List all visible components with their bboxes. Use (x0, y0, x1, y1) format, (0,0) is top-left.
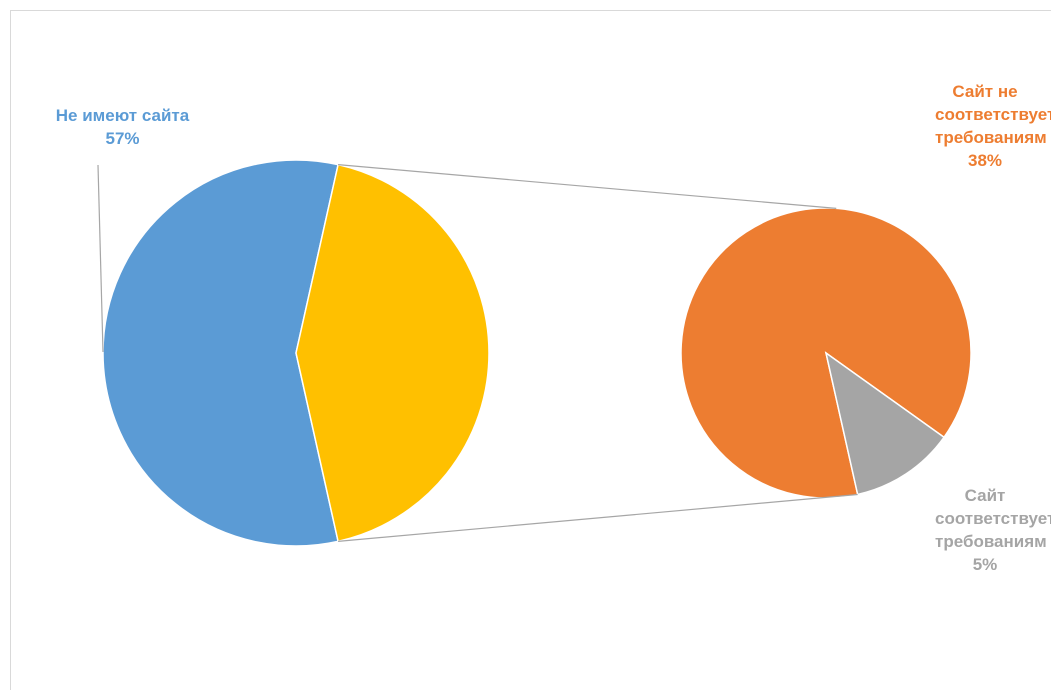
chart-frame (10, 10, 1051, 690)
label-name: Не имеют сайта (55, 106, 190, 125)
label-name: Сайт не соответствует требованиям (935, 82, 1051, 147)
label-value: 38% (967, 151, 1003, 170)
data-label: Сайт не соответствует требованиям 38% (885, 80, 1051, 172)
label-name: Сайт соответствует требованиям (935, 486, 1051, 551)
label-value: 5% (972, 555, 998, 574)
pie-slice-other (295, 163, 490, 543)
leader-line (97, 164, 104, 353)
data-label: Сайт соответствует требованиям 5% (885, 484, 1051, 576)
label-value: 57% (105, 129, 140, 148)
connector-line (338, 164, 837, 209)
data-label: Не имеют сайта 57% (20, 104, 225, 150)
connector-line (338, 493, 858, 542)
pie-slice (824, 351, 946, 496)
pie-slice (102, 159, 339, 547)
